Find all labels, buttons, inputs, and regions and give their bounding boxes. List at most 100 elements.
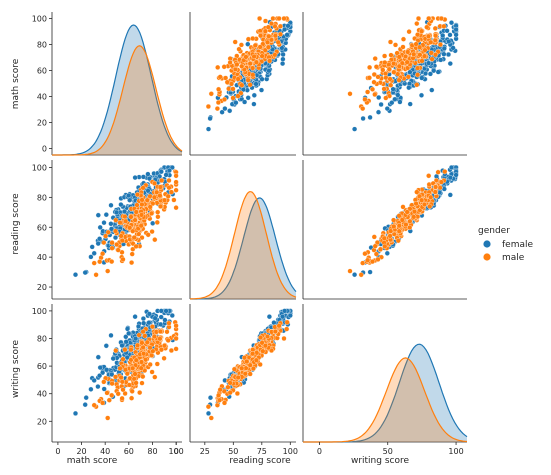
- scatter-point-male: [442, 169, 448, 175]
- scatter-point-male: [109, 392, 115, 398]
- scatter-point-male: [417, 52, 423, 58]
- scatter-point-male: [382, 59, 388, 66]
- scatter-point-male: [217, 397, 223, 403]
- scatter-point-female: [242, 99, 248, 105]
- scatter-point-female: [284, 32, 290, 38]
- scatter-point-male: [396, 228, 402, 234]
- scatter-point-male: [272, 328, 278, 335]
- scatter-point-female: [146, 176, 152, 182]
- scatter-point-male: [258, 33, 264, 39]
- scatter-point-male: [217, 74, 223, 80]
- scatter-point-male: [268, 21, 275, 27]
- scatter-point-male: [124, 371, 130, 377]
- x-tick-label: 0: [174, 447, 179, 456]
- scatter-point-male: [235, 374, 241, 381]
- scatter-point-male: [245, 36, 251, 42]
- scatter-point-male: [432, 189, 438, 195]
- scatter-point-male: [415, 32, 421, 38]
- scatter-point-female: [132, 175, 138, 181]
- scatter-point-female: [389, 100, 395, 106]
- scatter-point-male: [132, 217, 138, 223]
- scatter-point-female: [95, 384, 101, 390]
- scatter-point-male: [415, 65, 421, 71]
- scatter-point-male: [144, 197, 150, 203]
- scatter-point-male: [117, 220, 123, 226]
- scatter-point-male: [236, 46, 242, 52]
- x-tick-label: 0: [317, 447, 322, 456]
- scatter-point-female: [280, 61, 286, 67]
- scatter-point-male: [413, 201, 419, 207]
- scatter-point-male: [133, 357, 139, 363]
- scatter-point-male: [101, 240, 107, 246]
- scatter-point-male: [161, 197, 168, 203]
- scatter-point-male: [387, 39, 394, 45]
- scatter-point-male: [140, 344, 146, 350]
- legend-marker-male: [483, 253, 491, 261]
- scatter-point-female: [123, 339, 129, 345]
- scatter-point-male: [377, 246, 384, 252]
- scatter-point-male: [415, 15, 422, 22]
- scatter-point-male: [414, 82, 420, 88]
- scatter-point-female: [375, 109, 382, 115]
- scatter-point-male: [366, 75, 372, 81]
- scatter-point-female: [426, 60, 432, 66]
- scatter-point-male: [375, 256, 381, 262]
- scatter-point-female: [133, 336, 139, 342]
- x-tick-label: 100: [448, 447, 463, 456]
- scatter-point-male: [159, 177, 165, 184]
- scatter-point-male: [132, 371, 138, 377]
- scatter-point-female: [109, 371, 115, 378]
- scatter-point-female: [447, 32, 453, 38]
- y-tick-label: 20: [37, 417, 47, 426]
- scatter-point-male: [437, 185, 443, 191]
- scatter-point-female: [146, 320, 152, 326]
- scatter-point-female: [72, 272, 79, 278]
- scatter-point-male: [371, 71, 377, 78]
- scatter-point-female: [83, 395, 89, 401]
- scatter-point-male: [250, 35, 256, 42]
- panel-writing-score-vs-writing-score: 0 50 100: [302, 304, 468, 456]
- scatter-point-male: [433, 184, 439, 190]
- scatter-point-male: [272, 52, 278, 58]
- scatter-point-male: [157, 203, 164, 209]
- panel-reading-score-vs-math-score: 20 40 60 80 100: [32, 160, 182, 300]
- scatter-point-female: [110, 356, 116, 362]
- scatter-point-male: [205, 103, 211, 110]
- scatter-point-male: [133, 209, 139, 215]
- scatter-point-female: [227, 108, 233, 114]
- kde-fill-male: [52, 45, 182, 155]
- scatter-point-male: [140, 185, 146, 191]
- scatter-point-female: [103, 343, 109, 349]
- scatter-point-female: [259, 76, 265, 82]
- scatter-point-male: [402, 53, 409, 60]
- scatter-point-male: [277, 23, 283, 29]
- y-tick-label: 40: [37, 390, 47, 399]
- scatter-point-male: [149, 324, 155, 330]
- scatter-point-female: [101, 220, 107, 226]
- x-tick-label: 100: [168, 447, 183, 456]
- scatter-point-female: [145, 188, 151, 194]
- scatter-point-male: [369, 86, 376, 92]
- scatter-point-male: [386, 66, 392, 72]
- scatter-point-male: [382, 53, 388, 59]
- scatter-point-male: [262, 28, 268, 34]
- scatter-point-male: [105, 268, 111, 274]
- scatter-point-female: [447, 61, 453, 67]
- scatter-point-female: [150, 220, 156, 226]
- scatter-point-male: [113, 217, 119, 223]
- scatter-point-female: [205, 410, 212, 416]
- scatter-point-male: [154, 189, 160, 195]
- scatter-point-male: [118, 233, 124, 239]
- scatter-point-male: [417, 44, 423, 50]
- scatter-point-male: [391, 69, 397, 75]
- scatter-point-male: [224, 79, 230, 85]
- scatter-point-male: [115, 247, 121, 253]
- scatter-point-male: [103, 233, 109, 239]
- scatter-point-male: [100, 400, 106, 406]
- scatter-point-male: [138, 223, 144, 229]
- scatter-point-male: [226, 86, 232, 92]
- scatter-point-male: [250, 351, 256, 357]
- scatter-point-female: [384, 106, 390, 112]
